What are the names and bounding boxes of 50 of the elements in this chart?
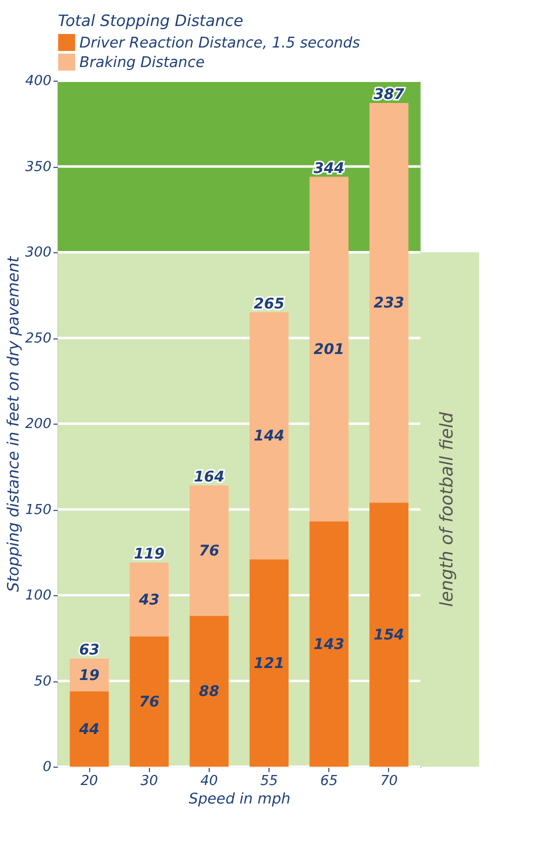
bar [70,691,109,767]
total-label: 119 [134,546,165,563]
bar [310,521,348,767]
x-tick-label: 20 [80,772,98,789]
y-tick-label: 400 [25,73,52,90]
y-tick-label: 250 [25,330,52,346]
data-label: 76 [138,693,160,710]
bar [130,636,169,767]
band-label: length of football field [438,411,458,607]
y-axis-title: Stopping distance in feet on dry pavement [3,256,22,592]
data-label: 143 [314,636,344,653]
data-label: 233 [374,294,404,312]
bar [310,176,348,522]
bar [70,658,109,692]
data-label: 201 [314,341,344,358]
bar [130,562,169,636]
bar [250,312,289,560]
y-tick-label: 50 [34,673,52,690]
legend-label: Driver Reaction Distance, 1.5 seconds [79,34,360,52]
bar [250,559,289,767]
x-tick-label: 55 [260,772,278,789]
total-label: 63 [79,642,100,659]
bar [190,616,229,767]
x-tick-label: 70 [380,772,398,789]
bar [369,103,408,503]
bar [369,502,408,767]
x-tick-label: 30 [140,772,158,789]
x-tick-label: 65 [320,772,338,789]
total-label: 387 [374,86,406,104]
legend-title: Total Stopping Distance [58,10,244,30]
x-axis-title: Speed in mph [188,790,290,808]
data-label: 44 [78,720,100,738]
bar [190,485,229,616]
data-label: 144 [254,428,284,445]
data-label: 154 [374,626,404,644]
data-label: 88 [198,683,220,700]
total-label: 265 [254,295,284,312]
y-tick-label: 350 [25,158,52,175]
y-tick-label: 150 [25,502,52,518]
legend-label: Braking Distance [79,54,205,72]
y-tick-label: 100 [25,588,52,604]
total-label: 164 [194,468,224,486]
x-tick-label: 40 [200,772,218,789]
y-tick-label: 0 [42,759,52,776]
data-label: 19 [79,666,100,684]
y-tick-label: 200 [25,416,52,432]
data-label: 43 [138,591,160,608]
data-label: 76 [198,542,220,560]
data-label: 121 [254,654,284,672]
y-tick-label: 300 [25,244,52,261]
